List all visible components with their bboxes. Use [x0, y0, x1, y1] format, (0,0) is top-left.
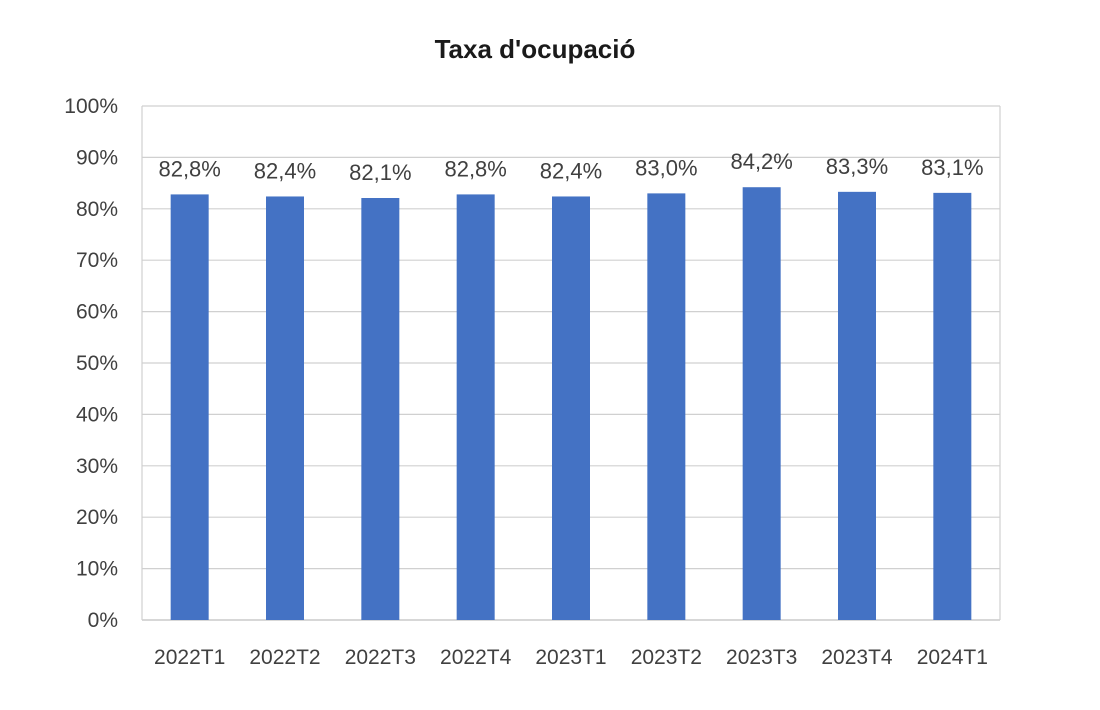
data-label: 83,3%	[826, 154, 888, 179]
x-axis: 2022T1 2022T2 2022T3 2022T4 2023T1 2023T2 2023…	[154, 646, 988, 669]
data-label: 82,8%	[158, 156, 220, 181]
data-label: 82,1%	[349, 160, 411, 185]
y-tick-label: 0%	[88, 609, 118, 632]
x-tick-label: 2022T4	[440, 646, 512, 669]
x-tick-label: 2022T2	[249, 646, 320, 669]
y-tick-label: 50%	[76, 352, 118, 375]
bar	[456, 194, 495, 620]
data-label: 84,2%	[730, 149, 792, 174]
bar	[266, 196, 304, 621]
y-tick-label: 20%	[76, 506, 118, 529]
data-label: 83,0%	[635, 155, 697, 180]
x-tick-label: 2023T2	[631, 646, 702, 669]
x-tick-label: 2022T3	[345, 646, 416, 669]
data-label: 82,8%	[444, 156, 506, 181]
y-tick-label: 60%	[76, 301, 118, 324]
bar	[552, 196, 590, 621]
x-tick-label: 2022T1	[154, 646, 225, 669]
y-tick-label: 40%	[76, 403, 118, 426]
x-tick-label: 2023T3	[726, 646, 797, 669]
x-tick-label: 2023T4	[821, 646, 893, 669]
y-tick-label: 80%	[76, 198, 118, 221]
x-tick-label: 2024T1	[917, 646, 988, 669]
data-label: 82,4%	[540, 158, 602, 183]
y-tick-label: 30%	[76, 455, 118, 478]
bar	[647, 193, 686, 620]
data-label: 82,4%	[254, 158, 316, 183]
bars	[170, 187, 972, 621]
bar	[170, 194, 209, 620]
data-label: 83,1%	[921, 155, 983, 180]
y-tick-label: 10%	[76, 558, 118, 581]
y-axis: 0% 10% 20% 30% 40% 50% 60% 70% 80% 90% 100%	[64, 95, 118, 632]
y-tick-label: 70%	[76, 249, 118, 272]
bar	[742, 187, 781, 620]
x-tick-label: 2023T1	[535, 646, 606, 669]
y-tick-label: 90%	[76, 146, 118, 169]
data-labels: 82,8% 82,4% 82,1% 82,8% 82,4% 83,0% 84,2% 83,3%…	[158, 149, 983, 185]
y-tick-label: 100%	[64, 95, 118, 118]
chart-title: Taxa d'ocupació	[434, 34, 636, 64]
bar	[838, 191, 876, 620]
bar	[361, 198, 400, 621]
bar	[933, 192, 972, 620]
